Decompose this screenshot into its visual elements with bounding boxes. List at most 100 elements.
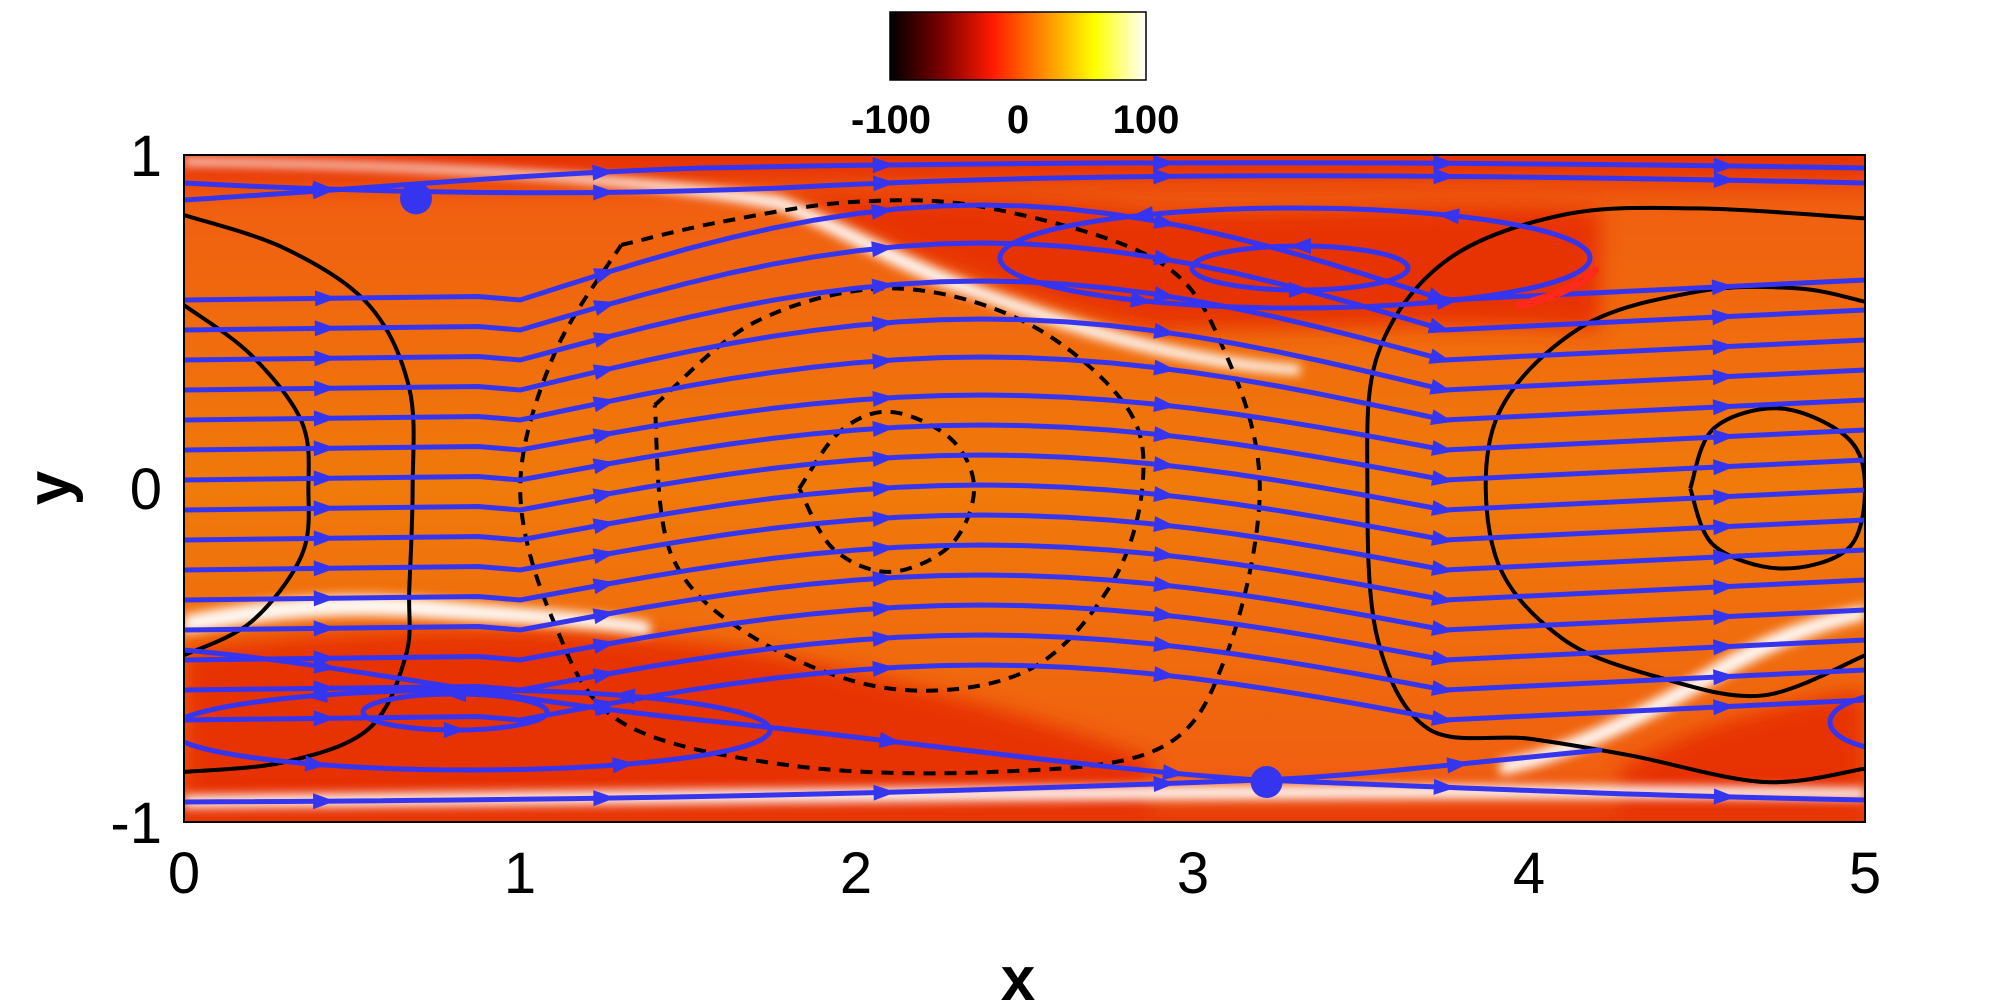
streamline-arrow [595, 700, 619, 716]
streamline-arrow [1431, 500, 1454, 516]
streamline-arrow [872, 175, 896, 192]
streamline-arrow [1153, 322, 1177, 339]
stagnation-point [400, 182, 432, 215]
stagnation-points [400, 182, 1283, 798]
streamline-arrow [313, 620, 336, 637]
streamline-arrow [1431, 470, 1454, 486]
streamline-arrow [1713, 609, 1736, 626]
streamline-arrow [1433, 778, 1456, 795]
streamline-arrow [1712, 399, 1736, 416]
streamline-arrow [313, 440, 336, 457]
streamline-arrow [1712, 369, 1735, 386]
colorbar-tick-mid: 0 [1007, 98, 1029, 142]
streamline-arrow [1433, 168, 1456, 185]
y-tick-label: -1 [110, 791, 162, 856]
field-low-bottom-right [1620, 690, 1865, 815]
y-tick-label: 1 [130, 124, 162, 189]
y-axis-label: y [15, 470, 84, 505]
streamline-arrow [314, 350, 337, 367]
streamline-arrow [1153, 666, 1177, 683]
streamline-arrow [872, 510, 895, 527]
streamline-flow [184, 240, 1865, 333]
streamline-arrow [1713, 459, 1736, 476]
streamline-arrow [1153, 576, 1177, 593]
streamline-arrow [592, 548, 616, 565]
streamline-arrow [1713, 489, 1736, 506]
colorbar-swatch [889, 11, 1147, 81]
x-tick-label: 1 [504, 841, 536, 906]
streamline-arrow [1436, 293, 1459, 310]
streamline-arrow [313, 530, 336, 547]
streamlines [184, 155, 1921, 810]
x-axis-label: x [1001, 945, 1036, 1000]
streamline-arrow [1431, 440, 1454, 456]
x-tick-label: 3 [1177, 841, 1209, 906]
streamline-arrow [872, 353, 895, 370]
field-high-top-band [184, 158, 1300, 375]
streamline-arrow [1153, 249, 1177, 266]
streamline-flow [184, 662, 1865, 723]
streamline-arrow [612, 688, 636, 705]
streamline-arrow [1131, 206, 1154, 223]
streamline-arrow [1899, 684, 1921, 700]
streamline-arrow [305, 686, 328, 703]
field-high-bottom-right [1500, 605, 1865, 775]
streamline-arrow [443, 722, 466, 739]
streamline-arrow [872, 660, 895, 677]
streamline-arrow [1153, 546, 1177, 563]
streamline-arrow [592, 396, 616, 413]
streamline-arrow [871, 241, 894, 258]
x-tick-label: 5 [1849, 841, 1881, 906]
highlight-segment [1516, 266, 1599, 309]
streamline-arrow [1429, 378, 1453, 395]
contour-inner-middle [797, 409, 977, 574]
streamline-arrow [612, 757, 635, 774]
streamline-arrow [1712, 309, 1735, 326]
streamline-arrow [592, 488, 616, 505]
streamline-arrow [1713, 669, 1736, 686]
streamline-arrow [1153, 636, 1177, 653]
streamline-flow [184, 542, 1865, 603]
streamline-arrow [1153, 213, 1177, 229]
streamline-arrow [314, 380, 337, 397]
streamline-arrow [592, 300, 617, 316]
stagnation-point [1250, 766, 1283, 798]
streamline-arrow [872, 157, 895, 174]
streamline-arrow [592, 578, 616, 595]
streamline-flow [184, 572, 1865, 633]
streamline-arrow [313, 470, 336, 487]
streamline-arrow [1162, 764, 1185, 781]
streamline-flow [184, 354, 1865, 423]
streamline-arrow [872, 630, 895, 647]
streamline-arrow [592, 608, 616, 625]
plot-frame [183, 154, 1866, 823]
streamline-bottom-return [184, 777, 1865, 805]
streamline-arrow [313, 560, 336, 577]
streamline-arrow [1713, 579, 1736, 596]
x-tick-label: 2 [840, 841, 872, 906]
streamline-arrow [872, 390, 895, 407]
streamline-arrow [1288, 282, 1311, 299]
field-low-top-right [780, 190, 1600, 330]
streamline-arrow [1713, 639, 1736, 656]
streamline-top-edge [184, 160, 1865, 203]
streamline-flow [184, 316, 1865, 393]
streamline-arrow [592, 428, 616, 445]
streamline-arrow [1289, 237, 1312, 254]
contour-outer-right [1365, 205, 1865, 785]
streamline-arrow [1437, 208, 1460, 225]
streamline-arrow [1130, 291, 1153, 308]
streamline-arrow [1446, 757, 1470, 774]
streamline-arrow [1427, 317, 1451, 334]
contour-outer-left [184, 213, 416, 774]
streamline-arrow [592, 164, 615, 181]
streamline-arrow [1431, 560, 1454, 576]
streamline-arrow [593, 790, 616, 807]
y-axis: -1 0 1 y [15, 124, 162, 856]
colorbar: -100 0 100 [851, 11, 1179, 142]
x-axis: 0 1 2 3 4 5 x [168, 841, 1881, 1000]
streamline-arrow [872, 450, 895, 467]
streamline-arrow [313, 657, 337, 674]
streamline-vortex-bottom-inner [360, 691, 550, 733]
